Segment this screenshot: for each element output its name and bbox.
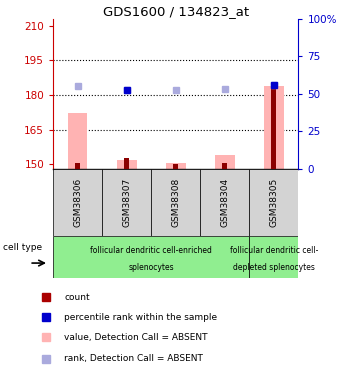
Bar xyxy=(151,169,200,236)
Bar xyxy=(102,169,151,236)
Text: cell type: cell type xyxy=(3,243,42,252)
Bar xyxy=(68,113,87,169)
Text: GSM38307: GSM38307 xyxy=(122,178,131,227)
Bar xyxy=(173,164,178,169)
Bar xyxy=(264,86,284,169)
Bar xyxy=(200,169,249,236)
Text: splenocytes: splenocytes xyxy=(128,262,174,272)
Bar xyxy=(249,236,298,278)
Bar xyxy=(53,236,249,278)
Text: GSM38306: GSM38306 xyxy=(73,178,82,227)
Bar xyxy=(117,159,137,169)
Bar xyxy=(53,169,102,236)
Bar xyxy=(166,163,186,169)
Text: GSM38304: GSM38304 xyxy=(220,178,229,227)
Text: value, Detection Call = ABSENT: value, Detection Call = ABSENT xyxy=(64,333,208,342)
Text: count: count xyxy=(64,293,90,302)
Text: percentile rank within the sample: percentile rank within the sample xyxy=(64,313,217,322)
Text: GSM38308: GSM38308 xyxy=(171,178,180,227)
Bar xyxy=(222,164,227,169)
Bar xyxy=(75,164,80,169)
Text: follicular dendritic cell-enriched: follicular dendritic cell-enriched xyxy=(90,246,212,255)
Bar xyxy=(215,155,235,169)
Text: follicular dendritic cell-: follicular dendritic cell- xyxy=(230,246,318,255)
Text: depleted splenocytes: depleted splenocytes xyxy=(233,262,315,272)
Text: GSM38305: GSM38305 xyxy=(269,178,279,227)
Bar xyxy=(249,169,298,236)
Text: rank, Detection Call = ABSENT: rank, Detection Call = ABSENT xyxy=(64,354,203,363)
Bar xyxy=(271,86,276,169)
Bar xyxy=(124,158,129,169)
Title: GDS1600 / 134823_at: GDS1600 / 134823_at xyxy=(103,4,249,18)
